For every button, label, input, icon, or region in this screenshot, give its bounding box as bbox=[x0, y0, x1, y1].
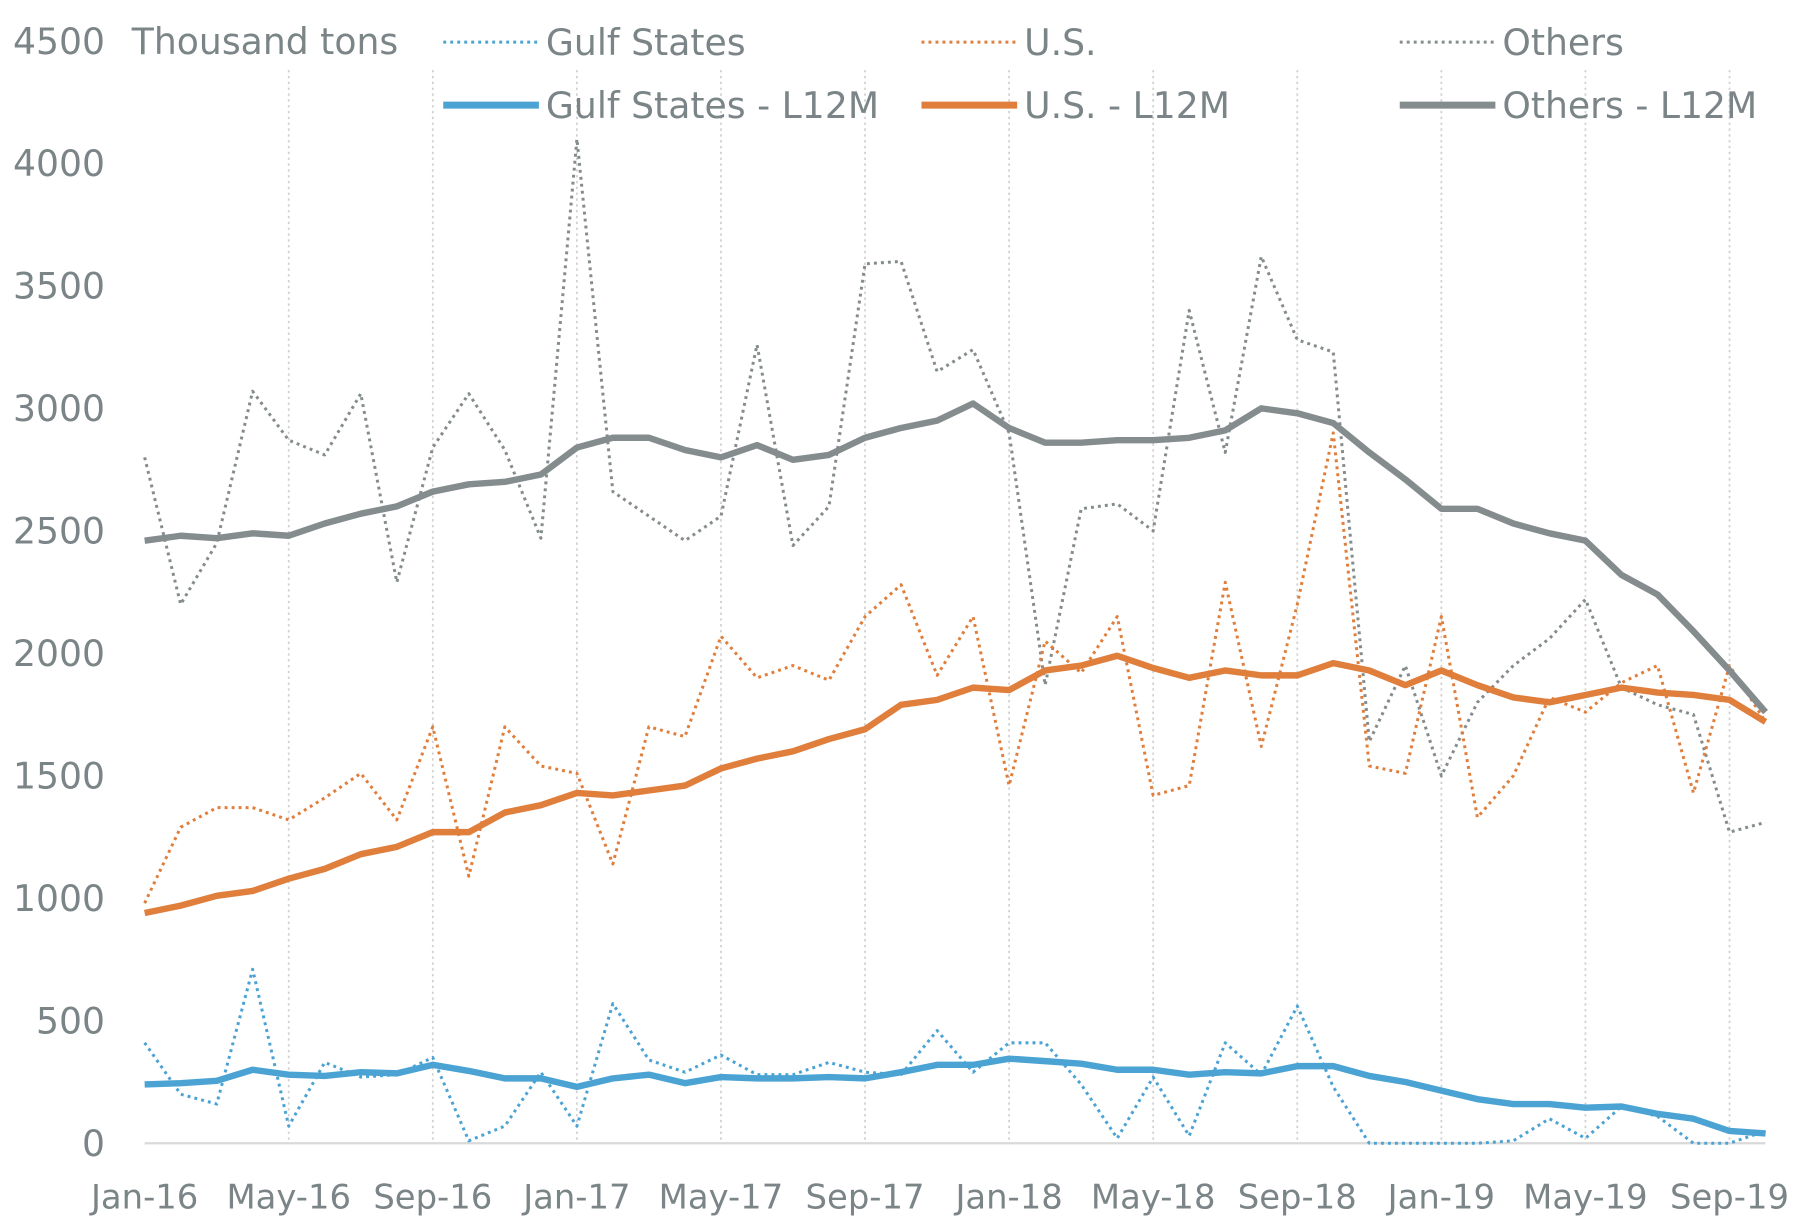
grid bbox=[287, 70, 1731, 1144]
legend-label: U.S. bbox=[1024, 21, 1096, 64]
series-line-gulf-states bbox=[143, 967, 1767, 1145]
legend: Gulf States U.S. Others Gulf States - L12M U… bbox=[443, 21, 1757, 127]
y-tick-label: 2500 bbox=[13, 510, 105, 553]
y-tick-label: 3000 bbox=[13, 387, 105, 430]
x-tick-label: Sep-18 bbox=[1238, 1178, 1357, 1217]
series-lines bbox=[143, 137, 1768, 1145]
legend-label: Gulf States - L12M bbox=[546, 84, 879, 127]
series-line-u-s-l12m bbox=[143, 652, 1768, 917]
x-tick-label: Jan-16 bbox=[89, 1178, 198, 1217]
legend-label: U.S. - L12M bbox=[1024, 84, 1230, 127]
legend-label: Others - L12M bbox=[1502, 84, 1757, 127]
series-line-others-l12m bbox=[144, 400, 1768, 715]
y-tick-label: 4000 bbox=[13, 142, 105, 185]
y-tick-label: 2000 bbox=[13, 632, 105, 675]
legend-label: Others bbox=[1502, 21, 1624, 64]
y-tick-label: 3500 bbox=[13, 265, 105, 308]
y-tick-label: 1000 bbox=[13, 877, 105, 920]
x-tick-label: Jan-18 bbox=[953, 1178, 1062, 1217]
x-tick-label: May-16 bbox=[226, 1178, 351, 1217]
axes: Jan-16 May-16 Sep-16 Jan-17 May-17 Sep-17 Jan-… bbox=[13, 20, 1789, 1217]
y-tick-label: 4500 bbox=[13, 20, 105, 63]
x-tick-label: Jan-19 bbox=[1386, 1178, 1495, 1217]
y-tick-label: 500 bbox=[36, 1000, 105, 1043]
x-tick-label: May-19 bbox=[1523, 1178, 1648, 1217]
series-line-u-s- bbox=[143, 431, 1767, 904]
x-tick-label: May-18 bbox=[1091, 1178, 1216, 1217]
series-line-gulf-states-l12m bbox=[144, 1055, 1766, 1137]
series-line-others bbox=[143, 137, 1766, 834]
x-tick-label: Sep-17 bbox=[806, 1178, 925, 1217]
x-tick-label: Jan-17 bbox=[521, 1178, 630, 1217]
y-tick-label: 1500 bbox=[13, 755, 105, 798]
y-axis-label: Thousand tons bbox=[131, 20, 398, 63]
x-tick-label: Sep-16 bbox=[373, 1178, 492, 1217]
legend-label: Gulf States bbox=[546, 21, 746, 64]
x-tick-label: Sep-19 bbox=[1670, 1178, 1789, 1217]
x-tick-label: May-17 bbox=[659, 1178, 784, 1217]
y-tick-label: 0 bbox=[82, 1122, 105, 1165]
